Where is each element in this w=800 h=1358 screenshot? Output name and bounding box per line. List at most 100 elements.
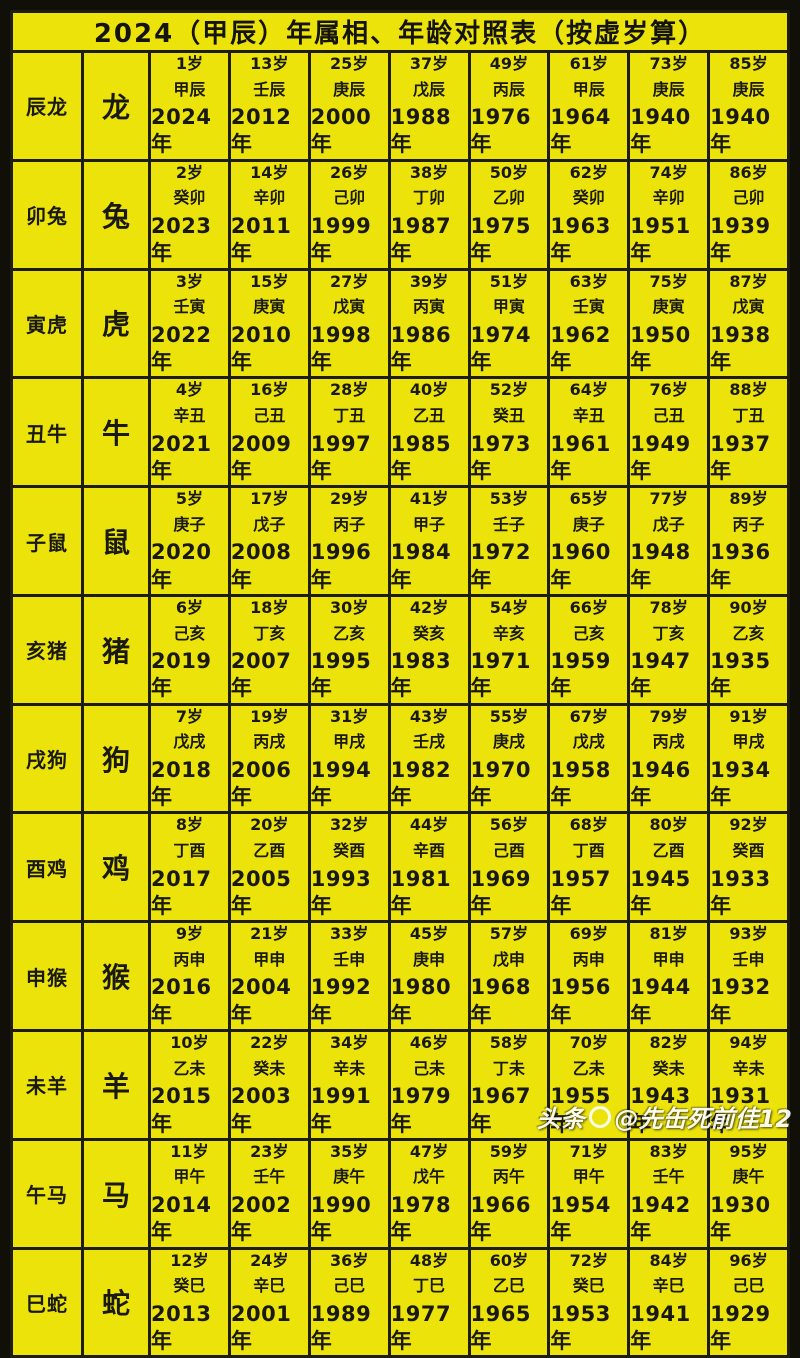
ganzhi-label: 辛丑 <box>173 405 206 425</box>
animal-cell: 蛇 <box>84 1249 148 1356</box>
age-year-cell: 37岁 戊辰 1988年 <box>390 53 468 159</box>
ganzhi-label: 庚寅 <box>652 297 685 317</box>
year-label: 1943年 <box>630 1084 691 1136</box>
age-label: 59岁 <box>489 1141 529 1161</box>
age-year-cell: 17岁 戊子 2008年 <box>230 488 308 594</box>
ganzhi-label: 乙未 <box>173 1058 206 1078</box>
branch-animal-cell: 寅虎 <box>13 270 81 377</box>
year-label: 1939年 <box>710 213 771 266</box>
year-label: 1998年 <box>310 322 372 375</box>
age-year-cell: 39岁 丙寅 1986年 <box>390 270 468 377</box>
age-year-cell: 72岁 癸巳 1953年 <box>550 1249 628 1356</box>
ganzhi-label: 辛卯 <box>652 188 685 208</box>
age-year-cell: 19岁丙戌 2006年 <box>230 705 308 812</box>
age-label: 78岁 <box>649 597 688 617</box>
animal-cell: 鸡 <box>84 814 148 921</box>
year-label: 1963年 <box>550 213 611 266</box>
ganzhi-label: 壬寅 <box>173 297 206 317</box>
ganzhi-label: 辛未 <box>732 1058 765 1078</box>
year-label: 1987年 <box>390 213 452 266</box>
year-label: 1972年 <box>470 540 531 592</box>
age-label: 37岁 <box>409 54 449 73</box>
age-label: 16岁 <box>250 380 289 400</box>
age-label: 52岁 <box>489 380 529 400</box>
ganzhi-label: 丙辰 <box>492 79 525 99</box>
year-label: 1988年 <box>390 105 452 157</box>
age-year-cell: 4岁 辛丑 2021年 <box>151 379 228 486</box>
ganzhi-label: 丁酉 <box>572 841 605 861</box>
ganzhi-label: 壬午 <box>253 1167 286 1187</box>
year-label: 2008年 <box>230 540 292 592</box>
year-label: 1940年 <box>630 105 691 157</box>
ganzhi-label: 甲辰 <box>572 79 605 99</box>
age-label: 31岁 <box>330 706 369 726</box>
age-label: 25岁 <box>330 54 369 73</box>
ganzhi-label: 庚子 <box>572 514 605 534</box>
age-label: 80岁 <box>649 815 688 835</box>
age-label: 90岁 <box>729 597 768 617</box>
age-year-cell: 33岁 壬申 1992年 <box>310 923 388 1030</box>
age-label: 84岁 <box>649 1250 688 1270</box>
branch-animal-cell: 酉鸡 <box>13 814 81 921</box>
age-year-cell: 92岁 癸酉 1933年 <box>710 814 787 921</box>
age-year-cell: 54岁 辛亥 1971年 <box>470 596 548 703</box>
year-label: 1947年 <box>630 649 691 701</box>
ganzhi-label: 庚戌 <box>492 732 525 752</box>
age-year-cell: 18岁 丁亥 2007年 <box>230 596 308 703</box>
ganzhi-label: 戊午 <box>413 1167 446 1187</box>
year-label: 1938年 <box>710 322 771 375</box>
ganzhi-label: 丙午 <box>492 1167 525 1187</box>
age-label: 61岁 <box>569 54 608 73</box>
age-year-cell: 29岁 丙子 1996年 <box>310 488 388 594</box>
age-label: 46岁 <box>409 1033 449 1053</box>
animal-cell: 鼠 <box>84 488 148 594</box>
age-year-cell: 71岁 甲午 1954年 <box>550 1140 628 1247</box>
age-label: 49岁 <box>489 54 529 73</box>
year-label: 1951年 <box>630 213 691 266</box>
ganzhi-label: 丁未 <box>492 1058 525 1078</box>
ganzhi-label: 己亥 <box>572 623 605 643</box>
year-label: 1974年 <box>470 322 531 375</box>
ganzhi-label: 戊寅 <box>333 297 366 317</box>
year-label: 1999年 <box>310 213 372 266</box>
age-year-cell: 64岁 辛丑 1961年 <box>550 379 628 486</box>
year-label: 1995年 <box>310 649 372 701</box>
ganzhi-label: 丁丑 <box>732 405 765 425</box>
age-year-cell: 27岁 戊寅 1998年 <box>310 270 388 377</box>
age-year-cell: 55岁 庚戌 1970年 <box>470 705 548 812</box>
animal-cell: 羊 <box>84 1032 148 1138</box>
age-year-cell: 14岁 辛卯 2011年 <box>230 161 308 268</box>
year-label: 1976年 <box>470 105 531 157</box>
age-label: 19岁 <box>250 706 289 726</box>
year-label: 1950年 <box>630 322 691 375</box>
age-label: 24岁 <box>250 1250 289 1270</box>
age-label: 2岁 <box>175 162 203 182</box>
year-label: 2019年 <box>151 649 212 701</box>
year-label: 1961年 <box>550 431 611 483</box>
year-label: 2010年 <box>230 322 292 375</box>
branch-animal-cell: 辰龙 <box>13 53 81 159</box>
age-year-cell: 59岁 丙午 1966年 <box>470 1140 548 1247</box>
year-label: 2014年 <box>151 1193 212 1245</box>
age-year-cell: 24岁 辛巳 2001年 <box>230 1249 308 1356</box>
year-label: 1975年 <box>470 213 531 266</box>
year-label: 1940年 <box>710 105 771 157</box>
year-label: 1967年 <box>470 1084 531 1136</box>
year-label: 2006年 <box>230 757 292 810</box>
year-label: 2018年 <box>151 757 212 810</box>
age-year-cell: 28岁 丁丑 1997年 <box>310 379 388 486</box>
year-label: 1958年 <box>550 757 611 810</box>
ganzhi-label: 丙戌 <box>253 732 286 752</box>
age-year-cell: 57岁 戊申 1968年 <box>470 923 548 1030</box>
ganzhi-label: 丁卯 <box>413 188 446 208</box>
year-label: 1969年 <box>470 866 531 918</box>
ganzhi-label: 庚辰 <box>732 79 765 99</box>
age-label: 56岁 <box>489 815 529 835</box>
age-label: 55岁 <box>489 706 529 726</box>
year-label: 1960年 <box>550 540 611 592</box>
year-label: 1957年 <box>550 866 611 918</box>
ganzhi-label: 乙酉 <box>253 841 286 861</box>
age-label: 91岁 <box>729 706 768 726</box>
age-label: 53岁 <box>489 489 529 509</box>
year-label: 2011年 <box>230 213 292 266</box>
